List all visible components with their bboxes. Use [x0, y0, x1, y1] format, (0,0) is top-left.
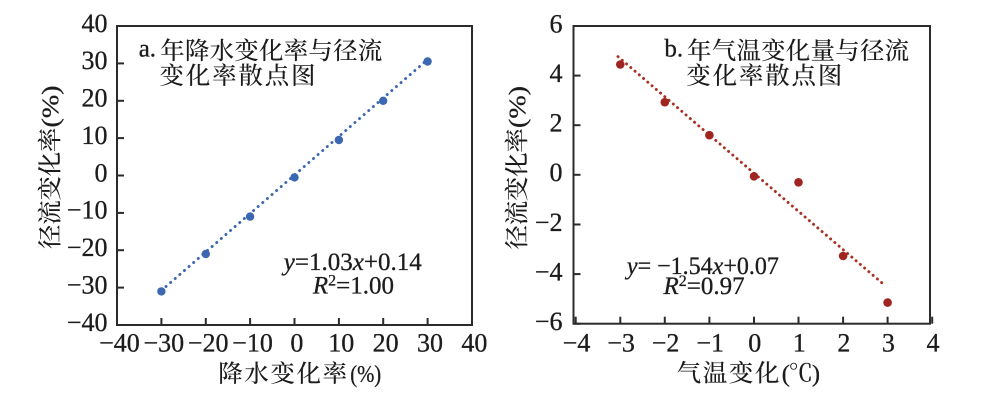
- svg-text:−10: −10: [232, 328, 273, 357]
- svg-text:20: 20: [82, 84, 108, 113]
- svg-text:−4: −4: [563, 328, 591, 357]
- svg-text:−3: −3: [607, 328, 635, 357]
- svg-text:b.: b.: [664, 35, 683, 62]
- svg-text:−2: −2: [652, 328, 680, 357]
- svg-text:10: 10: [82, 121, 108, 150]
- svg-text:): ): [812, 361, 820, 388]
- svg-text:−1: −1: [696, 328, 724, 357]
- svg-text:1: 1: [793, 328, 806, 357]
- svg-text:−10: −10: [67, 196, 108, 225]
- svg-text:−2: −2: [535, 208, 563, 237]
- svg-text:2: 2: [550, 109, 563, 138]
- svg-text:4: 4: [550, 59, 563, 88]
- svg-text:a.: a.: [139, 35, 156, 62]
- svg-text:0: 0: [550, 158, 563, 187]
- svg-text:(: (: [782, 361, 790, 388]
- svg-text:40: 40: [461, 328, 487, 357]
- svg-text:2: 2: [837, 328, 850, 357]
- svg-text:0: 0: [748, 328, 761, 357]
- svg-text:20: 20: [373, 328, 399, 357]
- svg-text:0: 0: [290, 328, 303, 357]
- svg-text:(%): (%): [504, 86, 531, 128]
- svg-text:0: 0: [95, 158, 108, 187]
- svg-text:10: 10: [328, 328, 354, 357]
- svg-text:6: 6: [550, 9, 563, 38]
- svg-text:−4: −4: [535, 257, 563, 286]
- svg-text:−30: −30: [143, 328, 184, 357]
- svg-text:4: 4: [927, 328, 940, 357]
- svg-text:30: 30: [417, 328, 443, 357]
- svg-text:40: 40: [82, 9, 108, 38]
- svg-text:−20: −20: [67, 233, 108, 262]
- svg-text:−6: −6: [535, 307, 563, 336]
- svg-text:(%): (%): [38, 86, 65, 128]
- svg-text:−30: −30: [67, 270, 108, 299]
- svg-text:−20: −20: [188, 328, 229, 357]
- svg-text:3: 3: [882, 328, 895, 357]
- svg-text:R2=1.00: R2=1.00: [312, 272, 394, 299]
- svg-text:(%): (%): [350, 361, 381, 388]
- svg-text:−40: −40: [99, 328, 140, 357]
- svg-text:y= −1.54x+0.07: y= −1.54x+0.07: [624, 253, 779, 280]
- svg-text:30: 30: [82, 46, 108, 75]
- svg-text:y=1.03x+0.14: y=1.03x+0.14: [281, 249, 422, 276]
- svg-text:−40: −40: [67, 308, 108, 337]
- svg-text:R2=0.97: R2=0.97: [663, 273, 745, 300]
